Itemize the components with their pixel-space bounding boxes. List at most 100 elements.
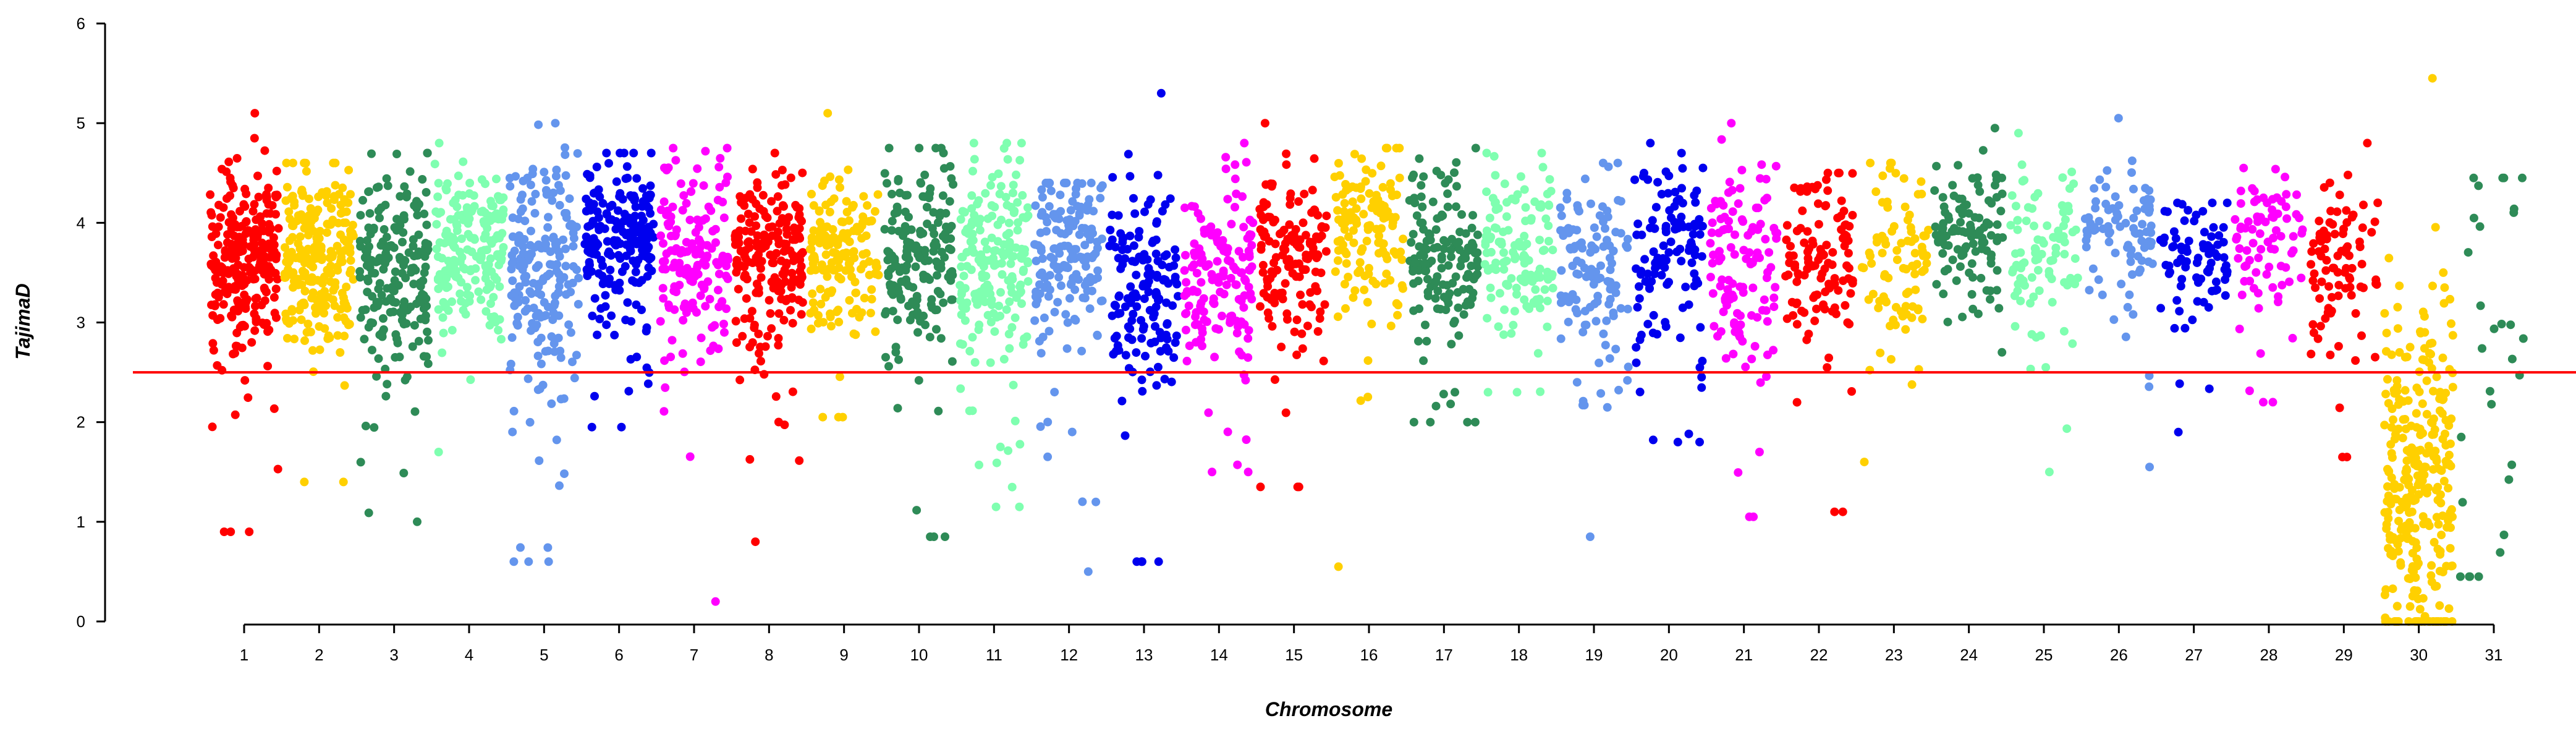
data-point bbox=[1676, 333, 1685, 343]
data-point bbox=[848, 203, 857, 212]
data-point bbox=[645, 252, 655, 262]
data-point bbox=[891, 348, 900, 357]
data-point bbox=[355, 273, 365, 282]
data-point bbox=[1727, 119, 1736, 128]
data-point bbox=[2436, 550, 2445, 559]
data-point bbox=[1124, 322, 1133, 331]
data-point bbox=[561, 150, 570, 160]
data-point bbox=[699, 181, 708, 190]
data-point bbox=[1713, 331, 1722, 341]
data-point bbox=[1383, 207, 1392, 216]
data-point bbox=[614, 250, 623, 260]
data-point bbox=[1633, 302, 1642, 312]
data-point bbox=[396, 192, 405, 201]
data-point bbox=[823, 109, 833, 118]
data-point bbox=[1358, 244, 1367, 253]
data-point bbox=[1544, 237, 1553, 245]
data-point bbox=[1180, 203, 1189, 213]
data-point bbox=[225, 250, 234, 260]
data-point bbox=[240, 376, 250, 385]
data-point bbox=[859, 260, 868, 269]
data-point bbox=[1093, 330, 1102, 339]
data-point bbox=[1464, 270, 1473, 279]
data-point bbox=[321, 191, 331, 200]
data-point bbox=[2146, 221, 2156, 231]
data-point bbox=[1118, 245, 1127, 255]
data-point bbox=[1982, 286, 1991, 295]
data-point bbox=[2357, 331, 2366, 340]
data-point bbox=[1649, 310, 1658, 320]
data-point bbox=[2292, 190, 2301, 199]
data-point bbox=[779, 202, 788, 211]
data-point bbox=[383, 380, 392, 389]
data-point bbox=[1296, 290, 1305, 299]
series-chr-11 bbox=[955, 139, 1033, 511]
data-point bbox=[1386, 322, 1396, 331]
data-point bbox=[614, 206, 622, 215]
data-point bbox=[536, 359, 546, 369]
data-point bbox=[1495, 289, 1504, 298]
data-point bbox=[968, 166, 977, 176]
data-point bbox=[465, 214, 474, 223]
series-chr-15 bbox=[1255, 119, 1331, 492]
data-point bbox=[556, 346, 565, 356]
data-point bbox=[1409, 267, 1417, 276]
data-point bbox=[607, 311, 616, 320]
data-point bbox=[2254, 254, 2263, 262]
data-point bbox=[2395, 505, 2404, 514]
data-point bbox=[1501, 257, 1510, 267]
data-point bbox=[1646, 139, 1655, 148]
data-point bbox=[1259, 198, 1268, 207]
data-point bbox=[626, 247, 635, 255]
data-point bbox=[720, 328, 729, 337]
data-point bbox=[1182, 278, 1191, 287]
data-point bbox=[2418, 399, 2427, 408]
data-point bbox=[1443, 202, 1452, 211]
data-point bbox=[423, 327, 432, 336]
data-point bbox=[808, 289, 817, 298]
data-point bbox=[1282, 160, 1291, 169]
data-point bbox=[2058, 173, 2067, 182]
data-point bbox=[1660, 263, 1669, 272]
data-point bbox=[250, 275, 260, 284]
data-point bbox=[1124, 333, 1133, 342]
data-point bbox=[570, 373, 579, 383]
data-point bbox=[619, 148, 629, 158]
data-point bbox=[1591, 317, 1601, 326]
data-point bbox=[853, 226, 862, 236]
data-point bbox=[259, 244, 268, 254]
data-point bbox=[1507, 274, 1516, 283]
data-point bbox=[506, 359, 515, 369]
data-point bbox=[718, 197, 727, 207]
data-point bbox=[1844, 263, 1854, 273]
data-point bbox=[781, 277, 790, 286]
data-point bbox=[850, 254, 859, 263]
data-point bbox=[2145, 382, 2154, 391]
data-point bbox=[2117, 280, 2126, 289]
data-point bbox=[218, 164, 226, 174]
data-point bbox=[1259, 215, 1268, 224]
data-point bbox=[1810, 316, 1820, 325]
data-point bbox=[1295, 272, 1304, 281]
data-point bbox=[492, 174, 501, 184]
data-point bbox=[2413, 459, 2423, 468]
data-point bbox=[2442, 460, 2451, 469]
data-point bbox=[1867, 259, 1876, 268]
data-point bbox=[775, 219, 784, 228]
data-point bbox=[1666, 237, 1676, 247]
data-point bbox=[497, 335, 506, 344]
data-point bbox=[806, 309, 815, 318]
data-point bbox=[2423, 518, 2432, 527]
data-point bbox=[1771, 283, 1780, 292]
data-point bbox=[543, 346, 553, 356]
data-point bbox=[2447, 319, 2455, 328]
data-point bbox=[450, 215, 459, 224]
data-point bbox=[957, 262, 966, 271]
data-point bbox=[624, 386, 633, 396]
data-point bbox=[1409, 170, 1418, 179]
data-point bbox=[2297, 229, 2307, 238]
data-point bbox=[1922, 258, 1931, 268]
data-point bbox=[209, 346, 218, 355]
data-point bbox=[662, 166, 671, 175]
data-point bbox=[289, 316, 298, 325]
